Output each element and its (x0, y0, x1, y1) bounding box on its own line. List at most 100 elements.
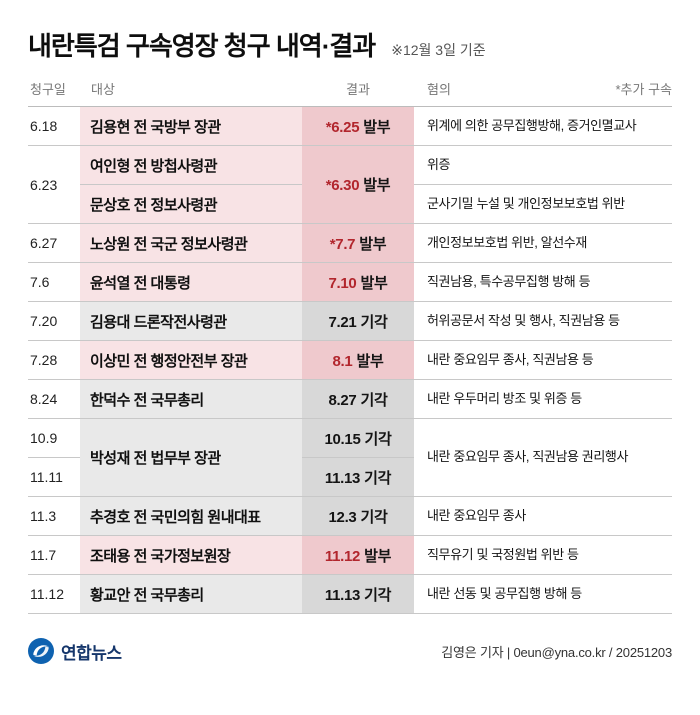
result-verdict: 발부 (363, 177, 391, 194)
result-verdict: 발부 (356, 352, 384, 370)
request-date: 6.23 (28, 145, 80, 224)
result-date: 11.12 (324, 547, 361, 565)
result-verdict: 기각 (364, 586, 392, 604)
target-name: 김용현 전 국방부 장관 (80, 106, 302, 146)
charge-text: 내란 우두머리 방조 및 위증 등 (414, 379, 672, 419)
result-cell: *6.25 발부 (302, 106, 414, 146)
target-name: 한덕수 전 국무총리 (80, 379, 302, 419)
result-verdict: 발부 (364, 547, 392, 565)
result-date: 8.1 (332, 352, 353, 370)
table-row: 6.27 노상원 전 국군 정보사령관 *7.7 발부 개인정보보호법 위반, 알… (28, 223, 672, 263)
col-header-charge-label: 혐의 (427, 82, 451, 97)
target-name: 이상민 전 행정안전부 장관 (80, 340, 302, 380)
table-row: 6.23 여인형 전 방첩사령관 *6.30 발부 위증 (28, 145, 672, 224)
charge-text: 개인정보보호법 위반, 알선수재 (414, 223, 672, 263)
yonhap-logo-icon (28, 638, 54, 664)
target-name: 추경호 전 국민의힘 원내대표 (80, 496, 302, 536)
target-name: 김용대 드론작전사령관 (80, 301, 302, 341)
charge-text: 내란 중요임무 종사, 직권남용 등 (414, 340, 672, 380)
charge-text: 위증 (414, 145, 672, 185)
result-date: 7.10 (328, 274, 357, 292)
result-date: 10.15 (324, 430, 361, 448)
col-header-result: 결과 (302, 79, 414, 107)
target-name: 윤석열 전 대통령 (80, 262, 302, 302)
request-date: 11.7 (28, 535, 80, 575)
infographic: 내란특검 구속영장 청구 내역·결과 ※12월 3일 기준 청구일 대상 결과 … (28, 26, 672, 664)
table-row: 6.18 김용현 전 국방부 장관 *6.25 발부 위계에 의한 공무집행방해,… (28, 106, 672, 146)
col-header-target: 대상 (80, 79, 302, 107)
target-name: 박성재 전 법무부 장관 (80, 418, 302, 497)
target-name: 황교안 전 국무총리 (80, 574, 302, 614)
charge-text: 직권남용, 특수공무집행 방해 등 (414, 262, 672, 302)
page-title: 내란특검 구속영장 청구 내역·결과 (28, 31, 376, 61)
result-verdict: 기각 (360, 508, 388, 526)
extra-detention-note: *추가 구속 (615, 82, 672, 97)
table-row: 7.20 김용대 드론작전사령관 7.21 기각 허위공문서 작성 및 행사, 직… (28, 301, 672, 341)
charge-text: 내란 중요임무 종사, 직권남용 권리행사 (414, 418, 672, 497)
charge-text: 허위공문서 작성 및 행사, 직권남용 등 (414, 301, 672, 341)
warrant-table: 청구일 대상 결과 혐의 *추가 구속 6.18 김용현 전 국방부 장관 *6… (28, 79, 672, 614)
result-cell: 11.12 발부 (302, 535, 414, 575)
result-cell: 7.21 기각 (302, 301, 414, 341)
charge-text: 내란 중요임무 종사 (414, 496, 672, 536)
result-date: 12.3 (328, 508, 357, 526)
yonhap-logo-text: 연합뉴스 (61, 643, 122, 663)
table-row: 11.3 추경호 전 국민의힘 원내대표 12.3 기각 내란 중요임무 종사 (28, 496, 672, 536)
table-header: 청구일 대상 결과 혐의 *추가 구속 (28, 79, 672, 107)
col-header-request-date: 청구일 (28, 79, 80, 107)
result-date: *7.7 (329, 235, 356, 253)
result-date: *6.25 (325, 118, 360, 136)
table-row: 11.7 조태용 전 국가정보원장 11.12 발부 직무유기 및 국정원법 위반… (28, 535, 672, 575)
result-date: 11.13 (324, 586, 361, 604)
as-of-date-note: ※12월 3일 기준 (391, 42, 486, 58)
result-verdict: 기각 (364, 430, 392, 448)
result-date: 7.21 (328, 313, 357, 331)
request-date: 7.20 (28, 301, 80, 341)
result-cell: 7.10 발부 (302, 262, 414, 302)
result-verdict: 기각 (360, 313, 388, 331)
charge-text: 군사기밀 누설 및 개인정보보호법 위반 (414, 184, 672, 224)
request-date: 8.24 (28, 379, 80, 419)
table-subrow: 11.11 11.13 기각 (28, 457, 672, 497)
yonhap-logo: 연합뉴스 (28, 638, 122, 664)
request-date: 7.6 (28, 262, 80, 302)
result-cell: *7.7 발부 (302, 223, 414, 263)
request-date: 11.3 (28, 496, 80, 536)
result-verdict: 발부 (363, 118, 391, 136)
result-verdict: 기각 (360, 391, 388, 409)
request-date: 11.12 (28, 574, 80, 614)
target-name: 노상원 전 국군 정보사령관 (80, 223, 302, 263)
result-date: 11.13 (324, 469, 361, 487)
result-verdict: 발부 (359, 235, 387, 253)
request-date: 6.18 (30, 118, 58, 134)
table-row: 8.24 한덕수 전 국무총리 8.27 기각 내란 우두머리 방조 및 위증 등 (28, 379, 672, 419)
charge-text: 위계에 의한 공무집행방해, 증거인멸교사 (427, 117, 637, 133)
request-date: 11.11 (28, 457, 80, 497)
charge-text: 내란 선동 및 공무집행 방해 등 (414, 574, 672, 614)
charge-text: 직무유기 및 국정원법 위반 등 (414, 535, 672, 575)
request-date: 6.27 (28, 223, 80, 263)
result-date: 8.27 (328, 391, 357, 409)
result-cell: *6.30 발부 (302, 145, 414, 224)
result-cell: 12.3 기각 (302, 496, 414, 536)
table-row: 10.9 박성재 전 법무부 장관 10.15 기각 내란 중요임무 종사, 직권… (28, 418, 672, 497)
request-date: 7.28 (28, 340, 80, 380)
col-header-charge: 혐의 *추가 구속 (414, 79, 672, 107)
result-cell: 11.13 기각 (302, 457, 414, 497)
target-name: 문상호 전 정보사령관 (80, 184, 302, 224)
table-row: 7.28 이상민 전 행정안전부 장관 8.1 발부 내란 중요임무 종사, 직권… (28, 340, 672, 380)
result-cell: 11.13 기각 (302, 574, 414, 614)
result-verdict: 발부 (360, 274, 388, 292)
result-verdict: 기각 (364, 469, 392, 487)
reporter-credit: 김영은 기자 | 0eun@yna.co.kr / 20251203 (441, 644, 672, 660)
result-cell: 10.15 기각 (302, 418, 414, 458)
title-row: 내란특검 구속영장 청구 내역·결과 ※12월 3일 기준 (28, 26, 672, 63)
target-name: 여인형 전 방첩사령관 (80, 145, 302, 185)
table-subrow: 문상호 전 정보사령관 군사기밀 누설 및 개인정보보호법 위반 (28, 184, 672, 224)
target-name: 조태용 전 국가정보원장 (80, 535, 302, 575)
result-cell: 8.27 기각 (302, 379, 414, 419)
table-row: 7.6 윤석열 전 대통령 7.10 발부 직권남용, 특수공무집행 방해 등 (28, 262, 672, 302)
result-date: *6.30 (325, 177, 360, 194)
table-row: 11.12 황교안 전 국무총리 11.13 기각 내란 선동 및 공무집행 방해… (28, 574, 672, 614)
result-cell: 8.1 발부 (302, 340, 414, 380)
